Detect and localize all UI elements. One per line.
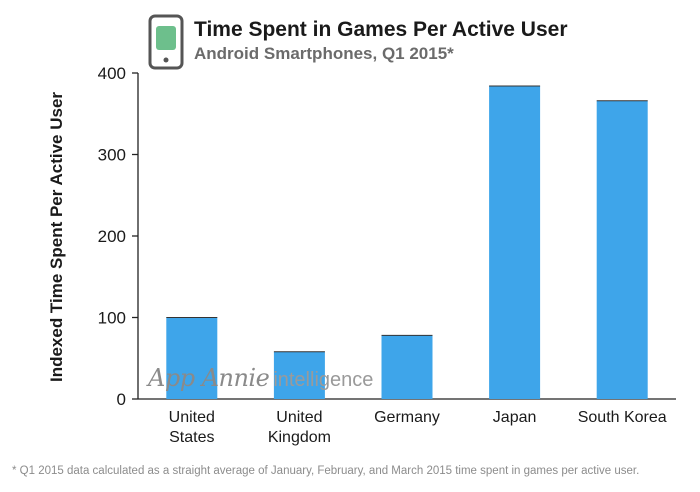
bar: [381, 335, 433, 399]
bar: [489, 86, 541, 399]
watermark-suffix: intelligence: [273, 369, 374, 391]
app-annie-watermark: App Annie intelligence: [148, 364, 373, 392]
bar: [596, 100, 648, 400]
chart-title: Time Spent in Games Per Active User: [194, 18, 568, 41]
category-label: Germany: [374, 409, 440, 426]
smartphone-icon: [148, 14, 184, 70]
chart-header: Time Spent in Games Per Active User Andr…: [148, 12, 698, 72]
bar: [273, 351, 325, 399]
y-axis-ticks: 0 100 200 300 400: [98, 64, 138, 409]
category-label: Japan: [493, 409, 537, 426]
y-tick-label: 400: [98, 64, 126, 83]
category-label: United States: [169, 409, 215, 446]
category-label: South Korea: [578, 409, 667, 426]
y-tick-label: 0: [117, 390, 126, 409]
watermark-brand: App Annie: [148, 364, 270, 392]
category-label: United Kingdom: [268, 409, 331, 446]
bar: [166, 317, 218, 399]
y-tick-label: 100: [98, 309, 126, 328]
y-tick-label: 200: [98, 227, 126, 246]
chart-subtitle: Android Smartphones, Q1 2015*: [194, 44, 454, 63]
chart-bars: [166, 85, 648, 400]
footnote: * Q1 2015 data calculated as a straight …: [12, 465, 640, 477]
y-tick-label: 300: [98, 146, 126, 165]
x-axis-labels: United States United Kingdom Germany Japan Sou…: [169, 409, 667, 446]
